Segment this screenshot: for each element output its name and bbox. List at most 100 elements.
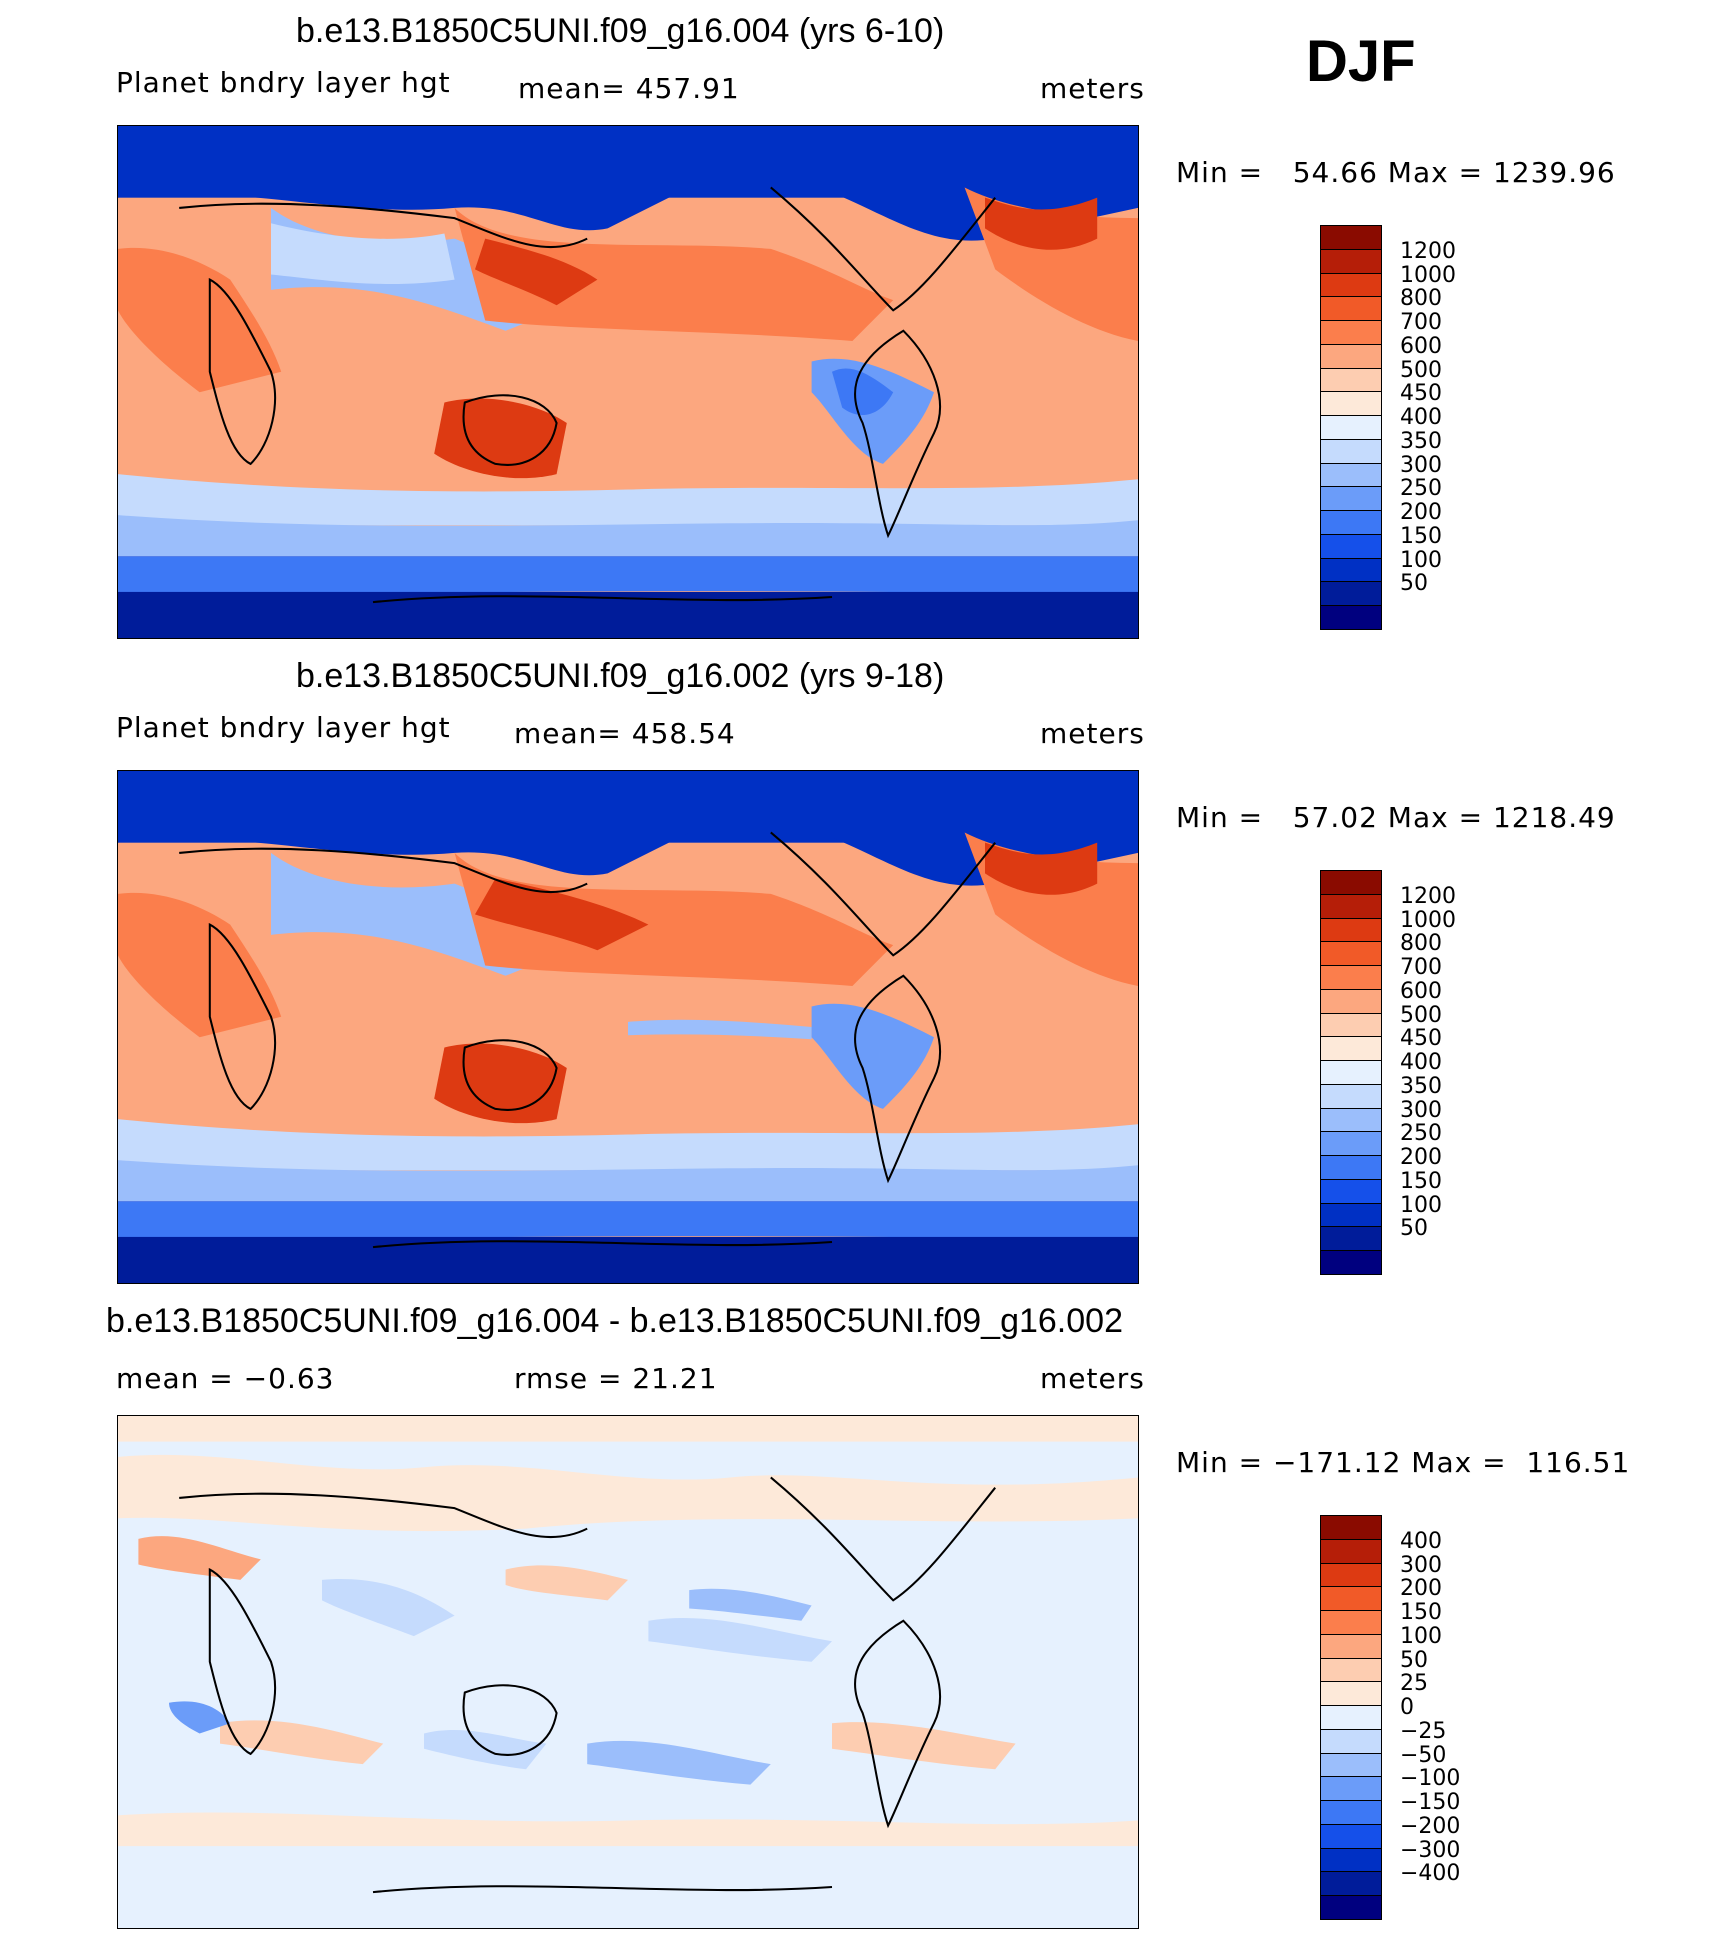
legend-swatch bbox=[1320, 1895, 1382, 1920]
legend-label: 50 bbox=[1400, 1216, 1428, 1242]
legend-swatch bbox=[1320, 1538, 1382, 1564]
legend-swatch bbox=[1320, 1657, 1382, 1683]
legend-swatch bbox=[1320, 1728, 1382, 1754]
legend-label: −150 bbox=[1400, 1790, 1461, 1816]
legend-swatch bbox=[1320, 1800, 1382, 1825]
legend-swatch bbox=[1320, 415, 1382, 440]
legend-swatch bbox=[1320, 510, 1382, 535]
panel-middle: b.e13.B1850C5UNI.f09_g16.002 (yrs 9-18) … bbox=[0, 645, 1710, 1290]
legend-swatch bbox=[1320, 1202, 1382, 1228]
legend-label: 150 bbox=[1400, 523, 1442, 549]
legend-swatch bbox=[1320, 988, 1382, 1014]
legend-label: 300 bbox=[1400, 452, 1442, 478]
legend-label: −400 bbox=[1400, 1861, 1461, 1887]
field-name: Planet bndry layer hgt bbox=[116, 66, 451, 99]
legend-swatch bbox=[1320, 320, 1382, 345]
panel-title: b.e13.B1850C5UNI.f09_g16.004 (yrs 6-10) bbox=[296, 12, 945, 50]
legend-label: 300 bbox=[1400, 1097, 1442, 1123]
legend-swatch bbox=[1320, 1633, 1382, 1659]
map-field-middle bbox=[118, 771, 1138, 1283]
units-label: meters bbox=[1040, 72, 1145, 105]
legend-swatch bbox=[1320, 272, 1382, 298]
min-max-readout: Min = 57.02 Max = 1218.49 bbox=[1176, 801, 1616, 834]
legend-swatch bbox=[1320, 1515, 1382, 1540]
legend-swatch bbox=[1320, 1178, 1382, 1204]
legend-label: 100 bbox=[1400, 1192, 1442, 1218]
legend-label: −25 bbox=[1400, 1718, 1447, 1744]
rmse-value: rmse = 21.21 bbox=[514, 1362, 718, 1395]
units-label: meters bbox=[1040, 717, 1145, 750]
mean-value: mean = −0.63 bbox=[116, 1362, 335, 1395]
legend-label: 400 bbox=[1400, 1528, 1442, 1554]
legend-swatch bbox=[1320, 1155, 1382, 1180]
legend-swatch bbox=[1320, 438, 1382, 464]
legend-swatch bbox=[1320, 1131, 1382, 1157]
legend-label: 500 bbox=[1400, 1002, 1442, 1028]
legend-swatch bbox=[1320, 557, 1382, 583]
panel-title: b.e13.B1850C5UNI.f09_g16.004 - b.e13.B18… bbox=[106, 1302, 1123, 1340]
legend-swatch bbox=[1320, 1586, 1382, 1612]
legend-swatch bbox=[1320, 1107, 1382, 1133]
legend-label: 0 bbox=[1400, 1695, 1414, 1721]
legend-label: 1200 bbox=[1400, 238, 1456, 264]
legend-label: 450 bbox=[1400, 1026, 1442, 1052]
legend-label: −300 bbox=[1400, 1837, 1461, 1863]
legend-swatch bbox=[1320, 343, 1382, 369]
map-plot bbox=[117, 125, 1139, 639]
legend-label: 300 bbox=[1400, 1552, 1442, 1578]
legend-label: 400 bbox=[1400, 405, 1442, 431]
map-field-bottom bbox=[118, 1416, 1138, 1928]
min-max-readout: Min = −171.12 Max = 116.51 bbox=[1176, 1446, 1631, 1479]
legend-swatch bbox=[1320, 1226, 1382, 1252]
legend-label: −200 bbox=[1400, 1813, 1461, 1839]
legend-label: 100 bbox=[1400, 1623, 1442, 1649]
season-label: DJF bbox=[1306, 29, 1416, 94]
legend-swatch bbox=[1320, 1681, 1382, 1707]
map-plot bbox=[117, 1415, 1139, 1929]
legend-swatch bbox=[1320, 1847, 1382, 1873]
legend-label: 200 bbox=[1400, 500, 1442, 526]
legend-label: 1200 bbox=[1400, 883, 1456, 909]
legend-swatch bbox=[1320, 1752, 1382, 1778]
legend-label: 350 bbox=[1400, 428, 1442, 454]
legend-swatch bbox=[1320, 367, 1382, 393]
min-max-readout: Min = 54.66 Max = 1239.96 bbox=[1176, 156, 1616, 189]
legend-label: 1000 bbox=[1400, 262, 1456, 288]
legend-swatch bbox=[1320, 1610, 1382, 1635]
legend-swatch bbox=[1320, 248, 1382, 274]
color-legend: 400 300 200 150 100 50 25 0 −25 −50 −100 −150 −200 −3… bbox=[1320, 1515, 1460, 1920]
map-plot bbox=[117, 770, 1139, 1284]
legend-label: 200 bbox=[1400, 1145, 1442, 1171]
legend-label: 250 bbox=[1400, 1121, 1442, 1147]
legend-label: 800 bbox=[1400, 286, 1442, 312]
legend-swatch bbox=[1320, 1083, 1382, 1109]
legend-swatch bbox=[1320, 1776, 1382, 1802]
legend-label: 500 bbox=[1400, 357, 1442, 383]
legend-label: −50 bbox=[1400, 1742, 1447, 1768]
legend-swatch bbox=[1320, 581, 1382, 607]
legend-swatch bbox=[1320, 1871, 1382, 1897]
legend-swatch bbox=[1320, 870, 1382, 895]
legend-label: 600 bbox=[1400, 978, 1442, 1004]
legend-label: 50 bbox=[1400, 1647, 1428, 1673]
legend-swatch bbox=[1320, 225, 1382, 250]
legend-swatch bbox=[1320, 941, 1382, 967]
legend-swatch bbox=[1320, 296, 1382, 322]
legend-label: 700 bbox=[1400, 955, 1442, 981]
color-legend: 1200 1000 800 700 600 500 450 400 350 300 250 200 15… bbox=[1320, 870, 1456, 1275]
legend-swatch bbox=[1320, 1562, 1382, 1588]
panel-title: b.e13.B1850C5UNI.f09_g16.002 (yrs 9-18) bbox=[296, 657, 945, 695]
mean-value: mean= 457.91 bbox=[518, 72, 740, 105]
legend-swatch bbox=[1320, 1012, 1382, 1038]
legend-label: 350 bbox=[1400, 1073, 1442, 1099]
mean-value: mean= 458.54 bbox=[514, 717, 736, 750]
legend-swatch bbox=[1320, 965, 1382, 990]
legend-swatch bbox=[1320, 917, 1382, 943]
legend-label: 400 bbox=[1400, 1050, 1442, 1076]
units-label: meters bbox=[1040, 1362, 1145, 1395]
legend-swatch bbox=[1320, 1250, 1382, 1275]
legend-label: 25 bbox=[1400, 1671, 1428, 1697]
legend-label: 100 bbox=[1400, 547, 1442, 573]
legend-swatch bbox=[1320, 605, 1382, 630]
legend-swatch bbox=[1320, 391, 1382, 417]
